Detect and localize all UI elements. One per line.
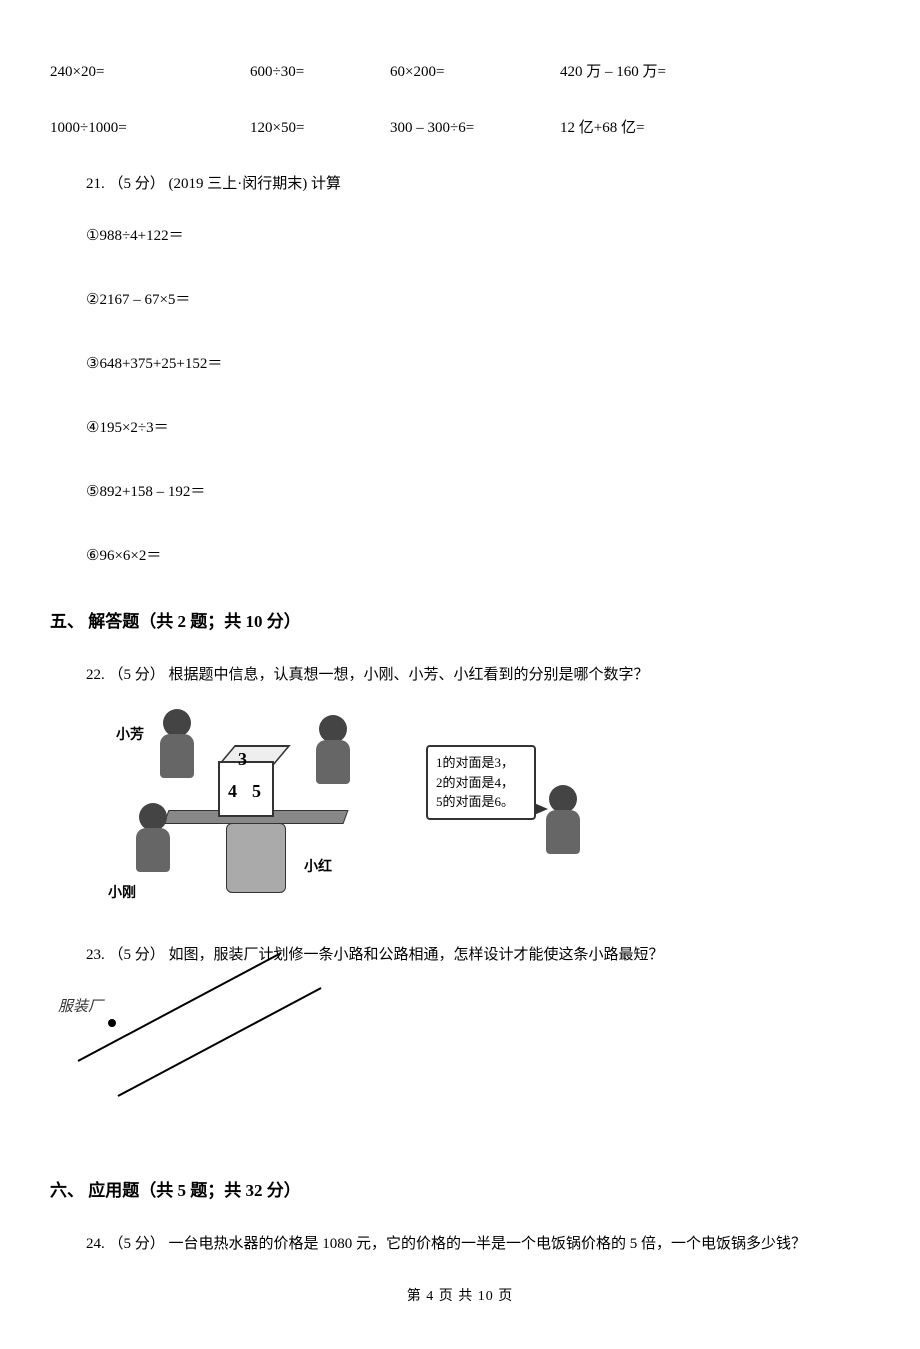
- section-6-header: 六、 应用题（共 5 题；共 32 分）: [50, 1177, 870, 1204]
- label-xiaohong: 小红: [304, 857, 332, 879]
- page-footer: 第 4 页 共 10 页: [50, 1286, 870, 1308]
- calc-item: 420 万 – 160 万=: [560, 60, 760, 84]
- speech-bubble: 1的对面是3， 2的对面是4， 5的对面是6。: [426, 745, 536, 820]
- q22-illustration: 小芳 4 5 3 小刚 小红 1的对面是3， 2的对面是4， 5的对面是6。: [86, 715, 870, 915]
- q23-figure: 服装厂: [58, 995, 338, 1145]
- person-head-icon: [549, 785, 577, 813]
- road-line-1: [78, 952, 282, 1062]
- person-xiaofang: [160, 709, 194, 778]
- cube-num-top: 3: [238, 745, 247, 774]
- person-head-icon: [163, 709, 191, 737]
- calc-row-1: 240×20= 600÷30= 60×200= 420 万 – 160 万=: [50, 60, 870, 84]
- calc-item: 300 – 300÷6=: [390, 116, 560, 140]
- road-line-2: [118, 987, 322, 1097]
- cube-num-left: 4: [228, 777, 237, 806]
- calc-item: 12 亿+68 亿=: [560, 116, 760, 140]
- calc-item: 120×50=: [250, 116, 390, 140]
- q22-header: 22. （5 分） 根据题中信息，认真想一想，小刚、小芳、小红看到的分别是哪个数…: [86, 663, 870, 687]
- calc-item: 240×20=: [50, 60, 250, 84]
- section-5-header: 五、 解答题（共 2 题；共 10 分）: [50, 608, 870, 635]
- calc-item: 1000÷1000=: [50, 116, 250, 140]
- label-xiaogang: 小刚: [108, 883, 136, 905]
- person-body-icon: [546, 810, 580, 854]
- q21-item-6: ⑥96×6×2＝: [86, 544, 870, 568]
- person-head-icon: [319, 715, 347, 743]
- q21-item-1: ①988÷4+122＝: [86, 224, 870, 248]
- person-xiaogang: [136, 803, 170, 872]
- person-body-icon: [316, 740, 350, 784]
- cube-num-right: 5: [252, 777, 261, 806]
- cube-scene: 小芳 4 5 3 小刚 小红: [126, 715, 366, 905]
- factory-label: 服装厂: [58, 995, 103, 1019]
- calc-row-2: 1000÷1000= 120×50= 300 – 300÷6= 12 亿+68 …: [50, 116, 870, 140]
- q21-item-3: ③648+375+25+152＝: [86, 352, 870, 376]
- q23-header: 23. （5 分） 如图，服装厂计划修一条小路和公路相通，怎样设计才能使这条小路…: [86, 943, 870, 967]
- person-narrator: [546, 785, 580, 854]
- person-head-icon: [139, 803, 167, 831]
- q21-header: 21. （5 分） (2019 三上·闵行期末) 计算: [86, 172, 870, 196]
- q21-item-4: ④195×2÷3＝: [86, 416, 870, 440]
- person-body-icon: [136, 828, 170, 872]
- person-body-icon: [160, 734, 194, 778]
- q24-header: 24. （5 分） 一台电热水器的价格是 1080 元，它的价格的一半是一个电饭…: [86, 1232, 870, 1256]
- calc-item: 600÷30=: [250, 60, 390, 84]
- q21-item-2: ②2167 – 67×5＝: [86, 288, 870, 312]
- calc-item: 60×200=: [390, 60, 560, 84]
- factory-dot-icon: [108, 1019, 116, 1027]
- q21-item-5: ⑤892+158 – 192＝: [86, 480, 870, 504]
- person-xiaohong: [316, 715, 350, 784]
- table-pedestal: [226, 823, 286, 893]
- label-xiaofang: 小芳: [116, 725, 144, 747]
